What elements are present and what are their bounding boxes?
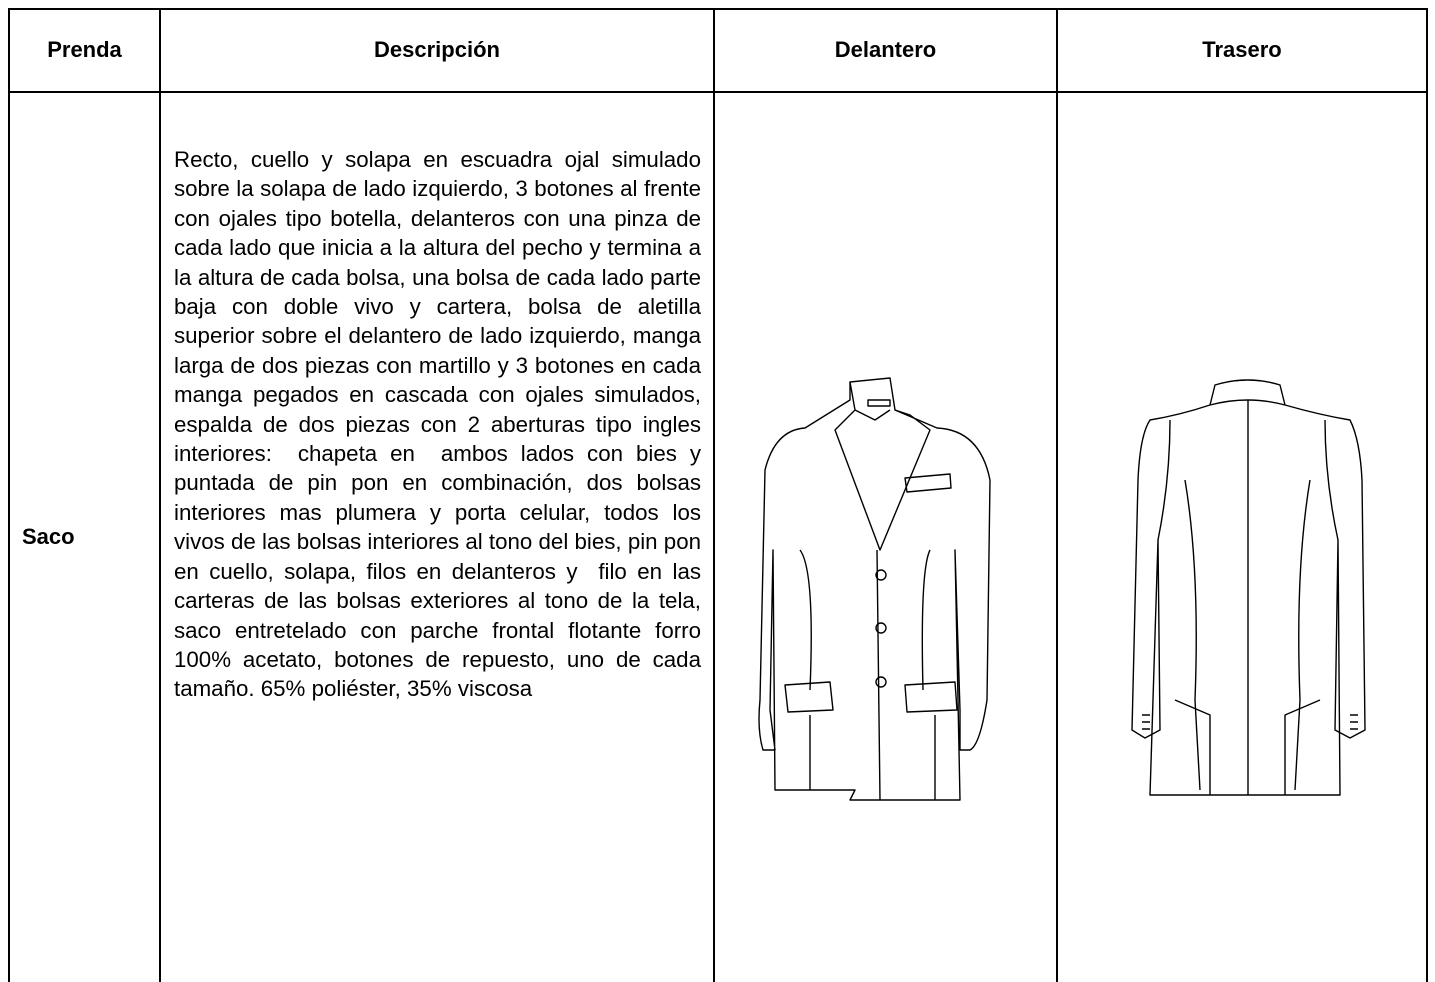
front-jacket-drawing bbox=[758, 377, 991, 801]
garment-name: Saco bbox=[22, 524, 75, 549]
border bbox=[8, 8, 1428, 10]
border bbox=[713, 8, 715, 982]
border bbox=[1426, 8, 1428, 982]
header-cell: Trasero bbox=[1202, 37, 1282, 62]
border bbox=[159, 8, 161, 982]
description: Recto, cuello y solapa en escuadra ojal … bbox=[174, 147, 708, 702]
header-cell: Delantero bbox=[834, 37, 937, 62]
border bbox=[8, 8, 10, 982]
header-cell: Descripción bbox=[374, 37, 500, 62]
back-jacket-drawing bbox=[1131, 379, 1366, 796]
border bbox=[8, 91, 1428, 93]
border bbox=[1056, 8, 1058, 982]
header-cell: Prenda bbox=[47, 37, 122, 62]
